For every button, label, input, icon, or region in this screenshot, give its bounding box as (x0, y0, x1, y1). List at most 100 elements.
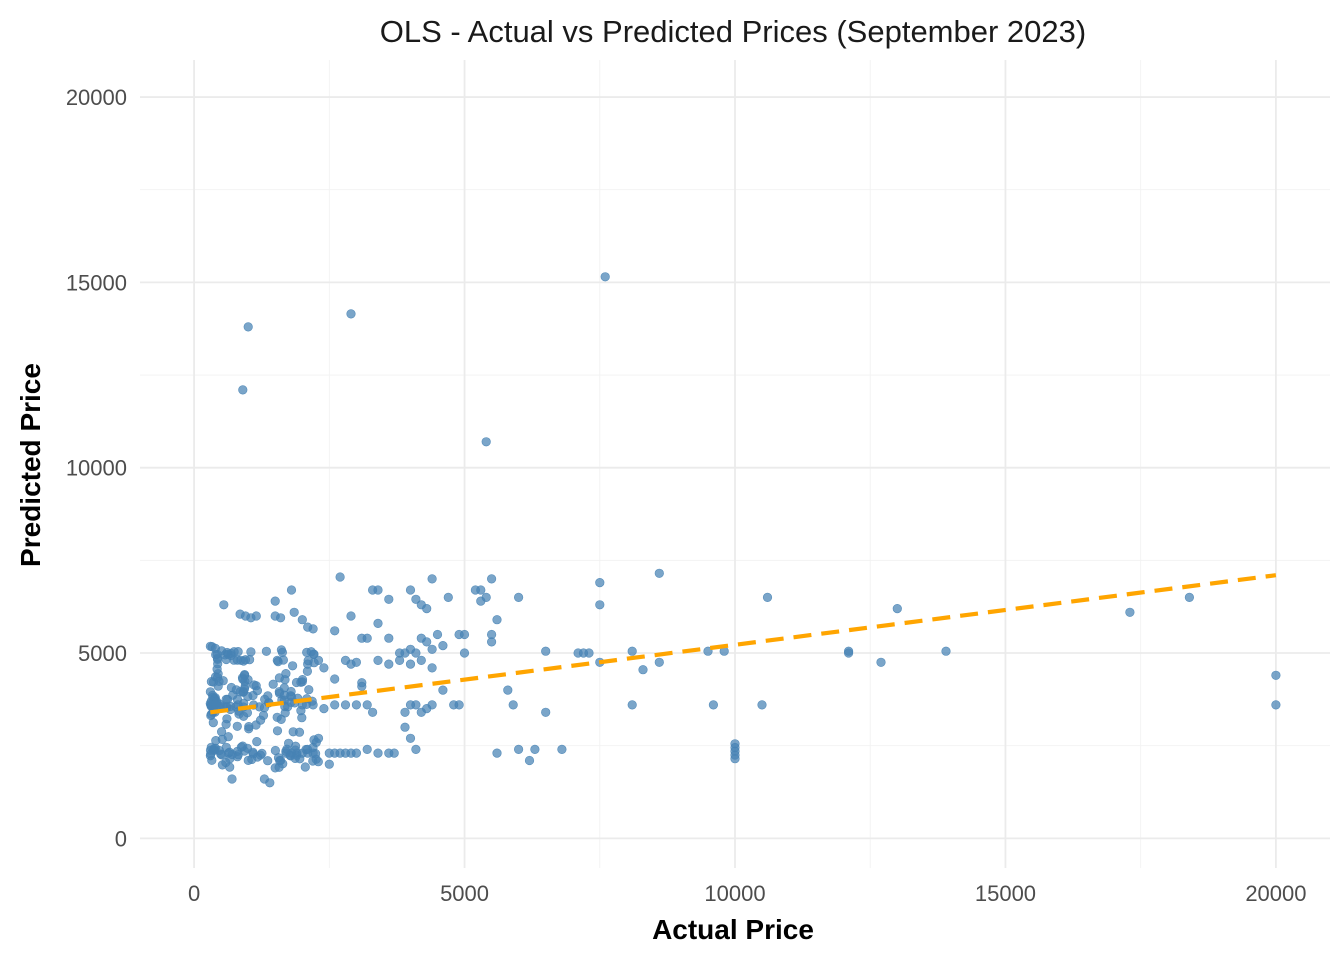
x-tick-label: 10000 (704, 881, 765, 906)
data-point (627, 700, 637, 710)
data-point (232, 721, 242, 731)
data-point (1271, 670, 1281, 680)
data-point (243, 322, 253, 332)
fit-line (210, 573, 1277, 715)
data-point (427, 574, 437, 584)
data-point (492, 615, 502, 625)
data-point (286, 686, 296, 697)
data-point (654, 657, 664, 667)
data-point (941, 646, 951, 656)
data-point (240, 669, 250, 680)
data-point (213, 681, 223, 691)
data-point (223, 732, 233, 742)
data-point (351, 700, 362, 710)
data-point (246, 647, 256, 657)
data-point (422, 637, 432, 647)
major-gridlines (140, 60, 1330, 868)
data-point (212, 664, 222, 674)
data-point (368, 707, 378, 717)
data-point (239, 656, 249, 666)
data-point (239, 711, 249, 721)
data-point (422, 603, 432, 614)
data-point (294, 727, 305, 737)
data-point (481, 437, 491, 447)
data-point (309, 658, 319, 668)
data-point (487, 574, 497, 584)
scatter-points (205, 272, 1281, 788)
x-tick-label: 0 (188, 881, 200, 906)
data-point (476, 585, 486, 595)
data-point (340, 700, 351, 710)
data-point (443, 592, 453, 603)
data-point (481, 592, 491, 603)
data-point (282, 744, 292, 754)
data-point (600, 272, 610, 282)
data-point (251, 611, 261, 621)
data-point (487, 637, 497, 647)
data-point (244, 724, 254, 734)
data-point (757, 700, 767, 710)
data-point (210, 699, 220, 710)
data-point (206, 742, 216, 752)
data-point (595, 600, 605, 610)
regression-fit-line (210, 573, 1277, 715)
data-point (205, 687, 215, 697)
data-point (530, 744, 540, 755)
data-point (217, 760, 227, 770)
data-point (302, 744, 313, 755)
data-point (362, 633, 372, 643)
data-point (211, 650, 221, 660)
chart-title: OLS - Actual vs Predicted Prices (Septem… (380, 14, 1086, 49)
data-point (270, 745, 281, 756)
data-point (438, 640, 448, 651)
data-point (254, 702, 264, 712)
data-point (257, 748, 267, 759)
data-point (395, 655, 405, 666)
data-point (238, 385, 248, 395)
data-point (227, 749, 237, 760)
data-point (541, 646, 551, 656)
data-point (251, 720, 261, 730)
data-point (405, 733, 416, 743)
data-point (288, 661, 298, 671)
x-tick-label: 15000 (975, 881, 1036, 906)
data-point (319, 663, 329, 673)
data-point (411, 648, 421, 658)
data-point (219, 600, 229, 610)
y-tick-label: 10000 (66, 456, 127, 481)
data-point (330, 700, 340, 710)
data-point (248, 747, 258, 757)
data-point (411, 594, 421, 604)
data-point (304, 685, 314, 695)
data-point (259, 774, 270, 784)
data-point (346, 611, 356, 621)
data-point (220, 650, 230, 660)
data-point (541, 707, 551, 717)
data-point (243, 691, 253, 702)
data-point (373, 585, 383, 595)
data-point (492, 748, 502, 758)
data-point (524, 755, 535, 766)
data-point (438, 685, 448, 695)
data-point (584, 648, 594, 658)
y-tick-label: 5000 (78, 641, 127, 666)
data-point (258, 710, 269, 721)
data-point (276, 613, 286, 623)
data-point (311, 737, 321, 748)
data-point (1125, 607, 1135, 617)
data-point (296, 705, 306, 716)
data-point (405, 659, 416, 669)
data-point (508, 700, 518, 710)
data-point (703, 646, 713, 656)
data-point (373, 748, 383, 758)
data-point (373, 618, 383, 629)
data-point (595, 577, 605, 588)
data-point (270, 596, 280, 606)
data-point (1184, 592, 1194, 603)
data-point (324, 759, 334, 769)
data-point (217, 727, 227, 737)
data-point (730, 754, 740, 764)
data-point (384, 633, 394, 643)
data-point (389, 748, 399, 758)
x-axis-tick-labels: 0 5000 10000 15000 20000 (188, 881, 1307, 906)
